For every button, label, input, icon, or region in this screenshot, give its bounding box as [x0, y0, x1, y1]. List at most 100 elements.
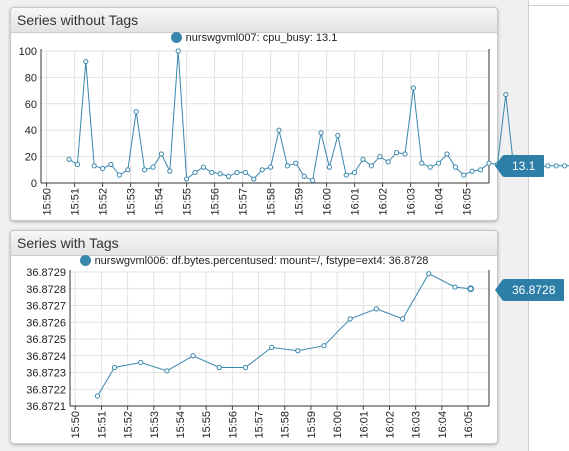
data-point [251, 176, 257, 182]
x-tick-label: 16:05 [462, 188, 474, 216]
x-tick-label: 15:57 [254, 411, 266, 439]
data-point [419, 160, 425, 166]
data-point [138, 359, 144, 366]
x-tick-label: 15:53 [149, 411, 161, 439]
data-point [426, 271, 432, 277]
x-tick-label: 15:51 [96, 411, 108, 439]
data-point [461, 172, 467, 178]
data-point [158, 151, 164, 157]
data-point [125, 167, 131, 173]
data-point [452, 284, 458, 290]
x-tick-label: 15:51 [70, 188, 82, 216]
data-point [226, 173, 232, 179]
data-point [164, 368, 170, 374]
y-tick-label: 36.8723 [26, 368, 66, 380]
x-tick-label: 15:54 [175, 411, 187, 439]
data-point [234, 169, 240, 176]
x-tick-label: 15:53 [126, 188, 138, 216]
data-point [190, 353, 196, 359]
value-badge-label: 13.1 [503, 155, 545, 177]
x-tick-label: 16:04 [437, 411, 449, 439]
data-point [66, 156, 72, 162]
data-point [310, 177, 316, 183]
data-point [321, 343, 327, 349]
y-tick-label: 36.8721 [26, 401, 66, 413]
data-point [503, 91, 509, 98]
data-point [74, 161, 81, 168]
x-tick-label: 16:03 [406, 188, 418, 216]
data-point [545, 163, 551, 169]
data-point [347, 316, 353, 322]
data-point [352, 169, 358, 176]
data-point [318, 130, 324, 136]
x-tick-label: 15:59 [306, 411, 318, 439]
y-tick-label: 0 [31, 178, 37, 190]
chart-svg: 36.8721 36.8722 36.8723 36.8724 36.8725 36.87… [26, 267, 490, 439]
x-tick-label: 16:02 [378, 188, 390, 216]
widget-series-with-tags: Series with Tags nurswgvml006: df.bytes.… [10, 230, 565, 444]
legend-label: nurswgvml007: cpu_busy: 13.1 [185, 32, 338, 44]
y-tick-label: 36.8726 [26, 317, 66, 329]
data-point [100, 165, 106, 172]
x-tick-label: 15:50 [70, 411, 82, 439]
y-tick-label: 36.8725 [26, 334, 66, 346]
data-point [217, 171, 223, 177]
data-point [469, 168, 475, 174]
legend-swatch-icon [170, 32, 182, 43]
data-point [242, 169, 248, 176]
data-point [427, 164, 433, 170]
data-point [268, 164, 274, 170]
data-point [295, 348, 301, 354]
data-point [150, 164, 156, 170]
data-point [94, 393, 101, 399]
y-tick-label: 60 [25, 99, 37, 111]
x-tick-label: 16:00 [332, 411, 344, 439]
data-point [410, 85, 416, 91]
x-tick-label: 15:52 [123, 411, 135, 439]
data-point [209, 169, 215, 176]
x-tick-label: 15:54 [154, 188, 166, 216]
y-tick-label: 40 [25, 125, 37, 137]
data-point [184, 176, 190, 182]
data-point [444, 151, 450, 157]
data-point [293, 160, 299, 166]
data-point [385, 159, 391, 165]
data-point [360, 156, 366, 162]
series-line [97, 273, 471, 397]
x-tick-label: 15:56 [227, 411, 239, 439]
widget-header: Series without Tags [11, 8, 497, 33]
chart-legend[interactable]: nurswgvml006: df.bytes.percentused: moun… [11, 255, 497, 267]
window-edge [528, 0, 569, 451]
data-point [402, 151, 408, 157]
x-tick-label: 16:00 [322, 188, 334, 216]
x-tick-label: 15:55 [201, 411, 213, 439]
x-tick-label: 16:02 [384, 411, 396, 439]
data-point [276, 127, 282, 133]
widget-title: Series without Tags [17, 12, 139, 28]
data-point [562, 163, 568, 169]
data-point [452, 164, 458, 170]
data-point [377, 154, 383, 160]
data-point [343, 172, 349, 178]
x-tick-label: 16:01 [350, 188, 362, 216]
data-point [486, 160, 492, 166]
legend-swatch-icon [79, 255, 91, 266]
data-point [467, 285, 475, 293]
data-point [83, 58, 89, 65]
y-tick-label: 36.8728 [26, 284, 66, 296]
data-point [167, 168, 173, 174]
x-tick-label: 15:59 [294, 188, 306, 216]
data-point [326, 164, 332, 170]
chart-legend[interactable]: nurswgvml007: cpu_busy: 13.1 [11, 32, 497, 44]
x-tick-label: 15:55 [182, 188, 194, 216]
y-tick-label: 36.8727 [26, 301, 66, 313]
x-tick-label: 15:58 [266, 188, 278, 216]
y-tick-label: 80 [25, 72, 37, 84]
data-point [91, 163, 97, 169]
value-badge-label: 36.8728 [503, 279, 565, 301]
data-point [242, 364, 249, 371]
data-point [111, 364, 118, 371]
data-point [108, 161, 114, 168]
x-tick-label: 16:03 [411, 411, 423, 439]
data-point [142, 167, 148, 173]
